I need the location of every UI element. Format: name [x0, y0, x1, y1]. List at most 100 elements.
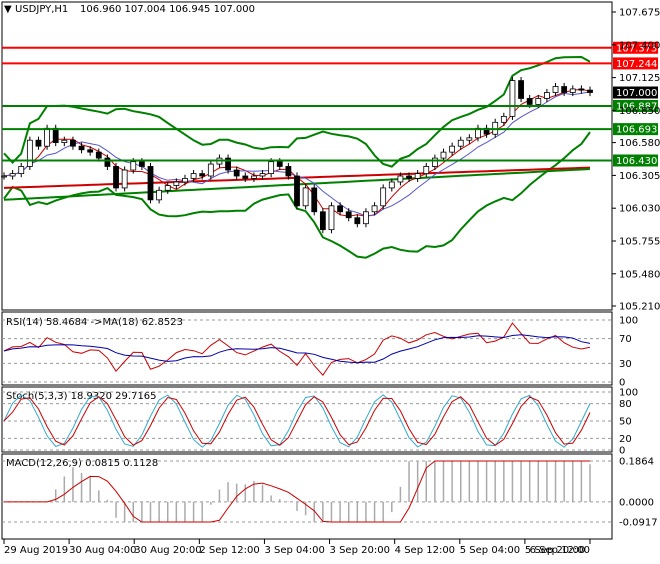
candle-body — [319, 211, 326, 231]
level-tag-label: 107.244 — [616, 59, 657, 70]
candle-body — [78, 145, 85, 151]
candle-body — [500, 115, 507, 123]
candle-body — [199, 173, 206, 177]
candle-body — [578, 88, 585, 91]
candle-body — [518, 80, 524, 99]
rsi-line — [3, 322, 591, 377]
candle-body — [363, 211, 369, 225]
candle-body — [466, 137, 473, 141]
osc-tick-label: 0 — [619, 446, 625, 457]
candle-body — [268, 161, 275, 175]
candle-body — [414, 173, 421, 179]
osc-tick-label: 100 — [619, 316, 638, 327]
candle-body — [87, 149, 94, 153]
candle-body — [294, 175, 300, 207]
ohlc-label: 106.960 107.004 106.945 107.000 — [80, 4, 255, 15]
level-tag-label: 106.693 — [616, 125, 657, 136]
price-tick-label: 105.480 — [619, 269, 660, 280]
candle-body — [371, 205, 378, 213]
candle-body — [207, 163, 214, 177]
rsi-series: 100 70 30 0 — [2, 316, 638, 389]
current-price-tag — [613, 86, 658, 99]
osc-tick-label: 70 — [619, 334, 632, 345]
candle-body — [147, 166, 154, 201]
candle-body — [285, 166, 292, 177]
candle-body — [242, 175, 249, 179]
candle-body — [95, 151, 102, 159]
candle-body — [44, 127, 50, 147]
candle-body — [552, 86, 559, 93]
candle-body — [587, 89, 593, 93]
stoch-main-line — [3, 394, 591, 448]
candle-body — [345, 211, 352, 219]
macd-panel-frame — [1, 453, 613, 540]
osc-tick-label: -0.0917 — [619, 518, 658, 529]
osc-tick-label: 0.1864 — [619, 457, 654, 468]
candlesticks — [1, 77, 593, 234]
candle-body — [457, 139, 464, 147]
bollinger-upper-line — [3, 55, 591, 168]
candle-body — [26, 139, 33, 167]
candle-body — [388, 181, 395, 189]
candle-body — [406, 175, 412, 179]
price-tick-label: 106.030 — [619, 204, 660, 215]
time-tick-label: 3 Sep 20:00 — [330, 545, 390, 556]
symbol-dropdown-arrow[interactable]: ▼ — [4, 4, 12, 15]
candle-body — [311, 187, 318, 213]
stoch-label: Stoch(5,3,3) 18.9320 29.7165 — [6, 391, 157, 402]
candle-body — [328, 205, 335, 231]
level-tag-label: 106.887 — [616, 101, 657, 112]
candle-body — [156, 189, 163, 201]
candle-body — [337, 205, 343, 213]
candle-body — [423, 166, 430, 175]
price-tick-label: 105.755 — [619, 236, 660, 247]
price-tick-label: 106.305 — [619, 171, 660, 182]
candle-body — [113, 166, 119, 189]
candle-body — [130, 161, 137, 171]
horizontal-levels: 107.375 107.244 106.887 106.693 106.430 107.0… — [2, 41, 658, 167]
level-tag-label: 106.430 — [616, 156, 657, 167]
level-tag — [613, 154, 658, 167]
time-tick-label: 2 Sep 12:00 — [199, 545, 259, 556]
candle-body — [104, 157, 111, 167]
stoch-panel-frame — [1, 386, 613, 453]
candle-body — [440, 151, 447, 159]
candle-body — [164, 185, 171, 191]
current-price-label: 107.000 — [616, 88, 657, 99]
candle-body — [509, 80, 516, 117]
level-tag — [613, 41, 658, 54]
candle-body — [535, 98, 542, 105]
rsi-ma-line — [3, 334, 591, 364]
candle-body — [70, 139, 76, 147]
candle-body — [526, 98, 533, 105]
candle-body — [225, 157, 231, 171]
osc-tick-label: 20 — [619, 434, 632, 445]
candle-body — [35, 139, 42, 147]
candle-body — [380, 187, 387, 207]
symbol-label: USDJPY,H1 — [15, 4, 68, 15]
price-tick-label: 107.125 — [619, 73, 660, 84]
rsi-label: RSI(14) 58.4684 ->MA(18) 62.8523 — [6, 317, 183, 328]
time-tick-label: 30 Aug 04:00 — [69, 545, 136, 556]
candle-body — [449, 145, 456, 153]
level-tag — [613, 99, 658, 112]
candle-body — [138, 161, 145, 167]
osc-tick-label: 0 — [619, 378, 625, 389]
price-tick-label: 106.850 — [619, 106, 660, 117]
main-panel-frame — [1, 1, 613, 311]
candle-body — [259, 173, 266, 177]
candle-body — [18, 166, 25, 175]
price-tick-label: 105.210 — [619, 302, 660, 313]
osc-tick-label: 80 — [619, 399, 632, 410]
candle-body — [561, 86, 568, 93]
candle-body — [431, 157, 438, 167]
level-tag — [613, 123, 658, 136]
candle-body — [354, 217, 361, 225]
time-tick-label: 3 Sep 04:00 — [264, 545, 324, 556]
level-tag-label: 107.375 — [616, 43, 657, 54]
candle-body — [251, 175, 257, 179]
candle-body — [9, 173, 16, 177]
